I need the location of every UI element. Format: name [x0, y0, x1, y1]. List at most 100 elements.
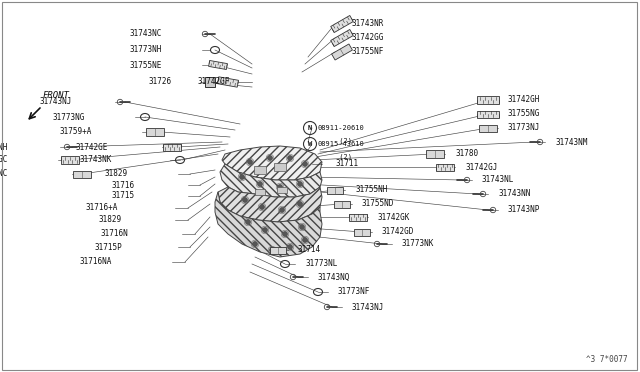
Text: 31742GG: 31742GG: [352, 33, 385, 42]
Text: (2): (2): [318, 138, 352, 144]
Text: 31714: 31714: [298, 246, 321, 254]
Text: 31743NN: 31743NN: [498, 189, 531, 199]
Circle shape: [288, 245, 292, 249]
Text: (2): (2): [318, 154, 352, 160]
Text: 31742GD: 31742GD: [382, 228, 414, 237]
Text: 08911-20610: 08911-20610: [318, 125, 365, 131]
Polygon shape: [479, 125, 497, 131]
Text: FRONT: FRONT: [43, 91, 70, 100]
Bar: [205, 77, 215, 87]
Polygon shape: [436, 164, 454, 170]
Circle shape: [260, 205, 264, 209]
Circle shape: [263, 228, 268, 232]
Circle shape: [283, 232, 287, 236]
Bar: [255, 189, 265, 195]
Text: 31743NH: 31743NH: [0, 142, 8, 151]
Text: 31755ND: 31755ND: [362, 199, 394, 208]
Text: 31726: 31726: [149, 77, 172, 87]
Polygon shape: [477, 96, 499, 103]
Text: 31773NF: 31773NF: [338, 288, 371, 296]
Polygon shape: [220, 164, 322, 197]
Text: 31743NM: 31743NM: [555, 138, 588, 147]
Text: 31743NK: 31743NK: [79, 155, 112, 164]
Text: 31715P: 31715P: [94, 243, 122, 251]
Circle shape: [303, 162, 307, 166]
Text: 31742GK: 31742GK: [378, 212, 410, 221]
Polygon shape: [334, 201, 350, 208]
Polygon shape: [73, 170, 91, 177]
Text: 31755NC: 31755NC: [0, 170, 8, 179]
Circle shape: [300, 225, 304, 229]
Bar: [274, 163, 286, 171]
Text: 31711: 31711: [335, 160, 358, 169]
Circle shape: [243, 198, 247, 202]
Circle shape: [303, 238, 307, 242]
Circle shape: [253, 242, 257, 246]
Polygon shape: [215, 192, 322, 257]
Text: 31742GE: 31742GE: [76, 142, 108, 151]
Text: 31773NG: 31773NG: [52, 112, 85, 122]
Text: 31773NL: 31773NL: [305, 260, 337, 269]
Text: 31743NR: 31743NR: [352, 19, 385, 29]
Text: 08915-43610: 08915-43610: [318, 141, 365, 147]
Text: 31743NJ: 31743NJ: [352, 302, 385, 311]
Circle shape: [268, 156, 272, 160]
Polygon shape: [349, 214, 367, 221]
Text: W: W: [308, 141, 312, 147]
Circle shape: [248, 160, 252, 164]
Text: 31742GC: 31742GC: [0, 155, 8, 164]
Text: 31755NG: 31755NG: [508, 109, 540, 119]
Text: ^3 7*0077: ^3 7*0077: [586, 355, 628, 364]
Text: 31773NK: 31773NK: [402, 240, 435, 248]
Polygon shape: [426, 151, 444, 157]
Text: 31743NP: 31743NP: [508, 205, 540, 215]
Text: 31773NJ: 31773NJ: [508, 124, 540, 132]
Polygon shape: [270, 247, 286, 253]
Text: 31773NH: 31773NH: [130, 45, 162, 55]
Text: 31829: 31829: [105, 170, 128, 179]
Text: 31716N: 31716N: [100, 230, 128, 238]
Text: 31780: 31780: [455, 150, 478, 158]
Bar: [277, 187, 287, 193]
Polygon shape: [332, 44, 353, 60]
Circle shape: [240, 175, 244, 179]
Circle shape: [280, 208, 284, 212]
Circle shape: [246, 220, 250, 224]
Text: 31743NC: 31743NC: [130, 29, 162, 38]
Text: 31742GF: 31742GF: [198, 77, 230, 87]
Text: 31829: 31829: [99, 215, 122, 224]
Polygon shape: [331, 29, 353, 46]
Text: N: N: [308, 125, 312, 131]
Text: 31716NA: 31716NA: [79, 257, 112, 266]
Circle shape: [298, 202, 302, 206]
Bar: [254, 166, 266, 174]
Polygon shape: [327, 186, 343, 193]
Text: 31742GH: 31742GH: [508, 96, 540, 105]
Circle shape: [288, 156, 292, 160]
Circle shape: [270, 248, 274, 252]
Text: 31755NH: 31755NH: [355, 186, 387, 195]
Circle shape: [278, 185, 282, 189]
Text: 31755NF: 31755NF: [352, 48, 385, 57]
Polygon shape: [477, 110, 499, 118]
Polygon shape: [331, 16, 353, 32]
Polygon shape: [209, 61, 227, 70]
Polygon shape: [146, 128, 164, 136]
Text: 31759+A: 31759+A: [60, 128, 92, 137]
Text: 31742GJ: 31742GJ: [465, 163, 497, 171]
Polygon shape: [163, 144, 181, 151]
Circle shape: [298, 182, 302, 186]
Polygon shape: [218, 77, 239, 87]
Text: 31743NL: 31743NL: [482, 176, 515, 185]
Text: 31715: 31715: [112, 192, 135, 201]
Polygon shape: [218, 187, 322, 222]
Text: 31743NQ: 31743NQ: [318, 273, 350, 282]
Text: 31716: 31716: [112, 180, 135, 189]
Polygon shape: [354, 228, 370, 235]
Text: 31716+A: 31716+A: [86, 203, 118, 212]
Polygon shape: [222, 146, 322, 180]
Circle shape: [258, 182, 262, 186]
Text: 31743NJ: 31743NJ: [40, 97, 72, 106]
Text: 31755NE: 31755NE: [130, 61, 162, 70]
Polygon shape: [61, 157, 79, 164]
